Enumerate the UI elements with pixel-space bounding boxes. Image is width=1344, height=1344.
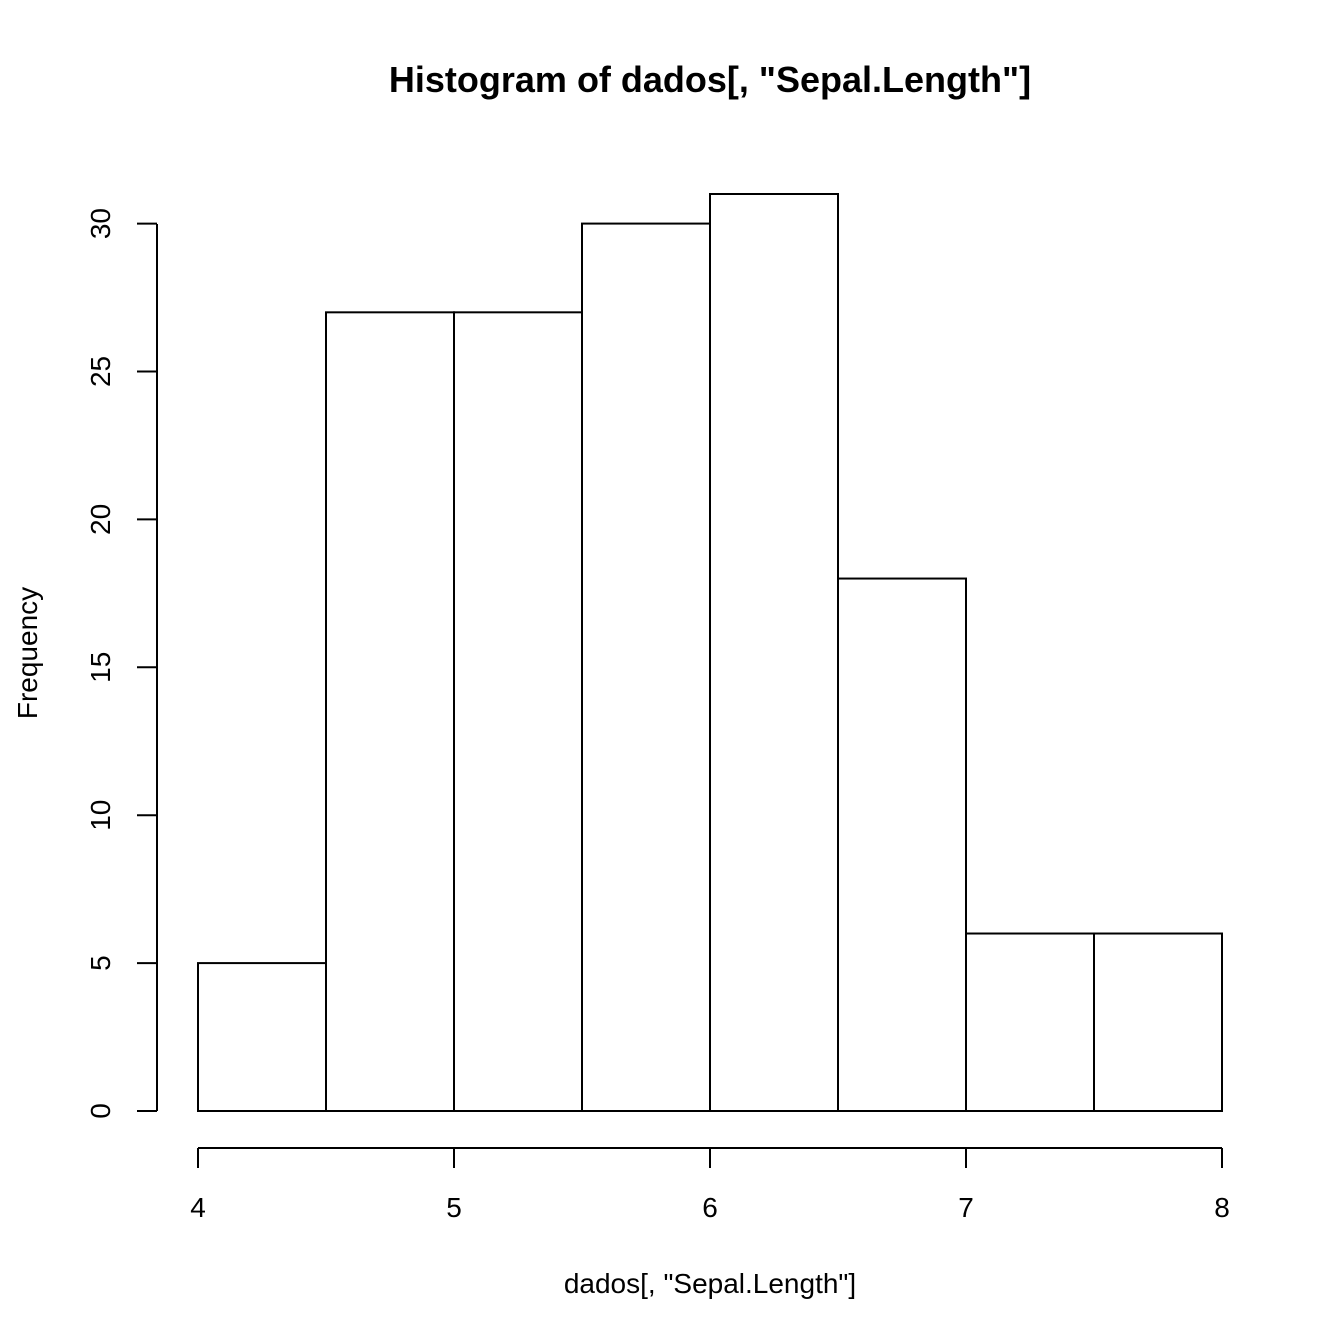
y-axis-label: Frequency <box>12 587 43 719</box>
histogram-bar-4 <box>581 222 711 1113</box>
x-tick-label: 5 <box>446 1192 462 1223</box>
bars-group <box>197 193 1223 1113</box>
y-tick-label: 5 <box>85 955 116 971</box>
x-axis-label: dados[, "Sepal.Length"] <box>564 1268 856 1299</box>
histogram-bar-5 <box>709 193 839 1112</box>
y-tick-label: 25 <box>85 356 116 387</box>
histogram-bar-7 <box>965 932 1095 1112</box>
y-ticks-group: 0 5 10 15 20 25 30 <box>85 208 157 1119</box>
chart-title: Histogram of dados[, "Sepal.Length"] <box>389 59 1031 100</box>
x-tick-label: 4 <box>190 1192 206 1223</box>
histogram-bar-8 <box>1093 932 1223 1112</box>
x-tick-label: 7 <box>958 1192 974 1223</box>
y-tick-label: 0 <box>85 1103 116 1119</box>
x-ticks-group: 4 5 6 7 8 <box>190 1148 1230 1223</box>
x-tick-label: 8 <box>1214 1192 1230 1223</box>
histogram-bar-6 <box>837 577 967 1112</box>
y-tick-label: 15 <box>85 652 116 683</box>
y-tick-label: 10 <box>85 800 116 831</box>
y-tick-label: 30 <box>85 208 116 239</box>
y-tick-label: 20 <box>85 504 116 535</box>
histogram-bar-1 <box>197 962 327 1113</box>
histogram-bar-3 <box>453 311 583 1112</box>
x-tick-label: 6 <box>702 1192 718 1223</box>
histogram-bar-2 <box>325 311 455 1112</box>
